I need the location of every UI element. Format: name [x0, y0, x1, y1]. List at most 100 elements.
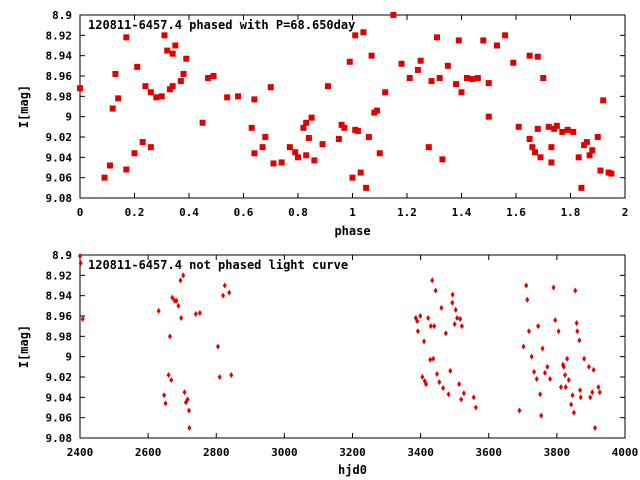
- phased-data-point: [455, 37, 462, 44]
- unphased-y-tick-label: 9.08: [46, 432, 73, 445]
- unphased-data-point: [525, 296, 530, 303]
- unphased-data-point: [169, 377, 174, 384]
- phased-data-point: [115, 95, 122, 102]
- unphased-data-point: [553, 317, 558, 324]
- unphased-data-point: [593, 424, 598, 431]
- phased-x-tick-label: 0.2: [125, 206, 145, 219]
- unphased-data-point: [453, 306, 458, 313]
- phased-data-point: [352, 32, 359, 39]
- unphased-data-point: [78, 253, 82, 260]
- unphased-data-point: [418, 313, 423, 319]
- unphased-data-point: [450, 299, 455, 306]
- phased-data-point: [581, 142, 588, 149]
- phased-data-point: [540, 75, 547, 82]
- phased-data-point: [439, 156, 446, 163]
- phased-y-tick-label: 9.04: [46, 151, 73, 164]
- unphased-data-point: [426, 315, 431, 322]
- unphased-data-point: [217, 374, 222, 380]
- phased-data-point: [529, 144, 536, 151]
- unphased-x-tick-label: 3000: [271, 446, 298, 459]
- unphased-data-point: [187, 407, 191, 414]
- phased-data-point: [169, 83, 176, 90]
- phased-data-point: [548, 144, 555, 151]
- phased-data-point: [551, 125, 558, 132]
- phased-y-tick-label: 9: [65, 111, 72, 124]
- unphased-y-tick-label: 9.04: [46, 391, 73, 404]
- phased-data-point: [324, 83, 331, 90]
- phased-light-curve-plot: 0 0.2 0.4 0.6 0.8 1 1.2 1.4 1.6 1.8 2 8.9 8.92 8.94 8.…: [17, 9, 628, 238]
- phased-data-point: [537, 154, 544, 161]
- unphased-data-point: [566, 377, 571, 384]
- unphased-light-curve-plot: 2400 2600 2800 3000 3200 3400 3600 3800 40008.98…: [17, 249, 638, 477]
- unphased-data-point: [558, 384, 563, 391]
- phased-y-tick-label: 8.94: [46, 50, 73, 63]
- unphased-data-point: [597, 389, 602, 396]
- unphased-data-point: [563, 384, 568, 391]
- phased-data-point: [365, 134, 372, 140]
- phased-data-point: [586, 152, 593, 159]
- phased-data-point: [425, 144, 432, 151]
- unphased-y-tick-label: 9.06: [46, 412, 73, 425]
- phased-x-tick-label: 0.6: [234, 206, 254, 219]
- phased-data-point: [559, 128, 566, 135]
- phased-data-point: [112, 70, 119, 77]
- unphased-data-point: [524, 282, 529, 289]
- unphased-data-point: [163, 400, 168, 407]
- phased-data-point: [349, 174, 356, 181]
- phased-data-point: [480, 37, 487, 44]
- phased-data-point: [526, 136, 533, 143]
- unphased-data-point: [443, 330, 448, 337]
- unphased-data-point: [596, 384, 601, 391]
- phased-data-point: [414, 66, 421, 73]
- unphased-data-point: [561, 363, 566, 370]
- phased-data-point: [502, 32, 509, 39]
- unphased-data-point: [446, 391, 451, 398]
- phased-data-point: [270, 160, 277, 167]
- phased-x-tick-label: 0.4: [179, 206, 199, 219]
- phased-data-point: [199, 119, 206, 126]
- unphased-data-point: [545, 363, 550, 370]
- unphased-data-point: [590, 389, 595, 396]
- unphased-data-point: [538, 391, 543, 398]
- phased-data-point: [346, 58, 353, 65]
- phased-data-point: [583, 139, 590, 146]
- unphased-y-tick-label: 8.94: [46, 290, 73, 303]
- phased-data-point: [303, 152, 310, 159]
- phased-data-point: [251, 96, 258, 103]
- unphased-data-point: [570, 392, 575, 399]
- unphased-x-tick-label: 2800: [203, 446, 230, 459]
- unphased-data-point: [434, 370, 439, 377]
- unphased-data-point: [176, 302, 181, 309]
- unphased-x-tick-label: 2400: [67, 446, 94, 459]
- phased-data-point: [123, 166, 130, 173]
- unphased-data-point: [78, 260, 83, 267]
- unphased-data-point: [432, 323, 437, 330]
- unphased-y-tick-label: 8.92: [46, 269, 73, 282]
- unphased-data-point: [193, 310, 198, 317]
- phased-data-point: [338, 121, 345, 128]
- phased-data-point: [303, 119, 310, 126]
- phased-x-tick-label: 1.8: [561, 206, 581, 219]
- unphased-data-point: [563, 371, 568, 378]
- phased-data-point: [526, 52, 533, 59]
- phased-y-tick-label: 8.96: [46, 70, 73, 83]
- unphased-y-axis-label: I[mag]: [17, 325, 31, 368]
- phased-data-point: [292, 149, 299, 156]
- unphased-data-point: [534, 376, 539, 383]
- unphased-data-point: [441, 385, 446, 392]
- phased-data-point: [436, 75, 443, 82]
- phased-data-point: [259, 144, 266, 151]
- phased-data-point: [341, 124, 348, 131]
- unphased-data-point: [156, 307, 161, 314]
- phased-data-point: [172, 42, 179, 49]
- unphased-data-point: [565, 355, 570, 362]
- unphased-data-point: [578, 387, 583, 394]
- phased-data-point: [295, 154, 301, 161]
- phased-data-point: [139, 139, 146, 146]
- unphased-data-point: [181, 272, 186, 279]
- unphased-x-tick-label: 3400: [407, 446, 434, 459]
- phased-data-point: [444, 62, 451, 69]
- phased-data-point: [305, 135, 312, 142]
- phased-data-point: [354, 127, 361, 134]
